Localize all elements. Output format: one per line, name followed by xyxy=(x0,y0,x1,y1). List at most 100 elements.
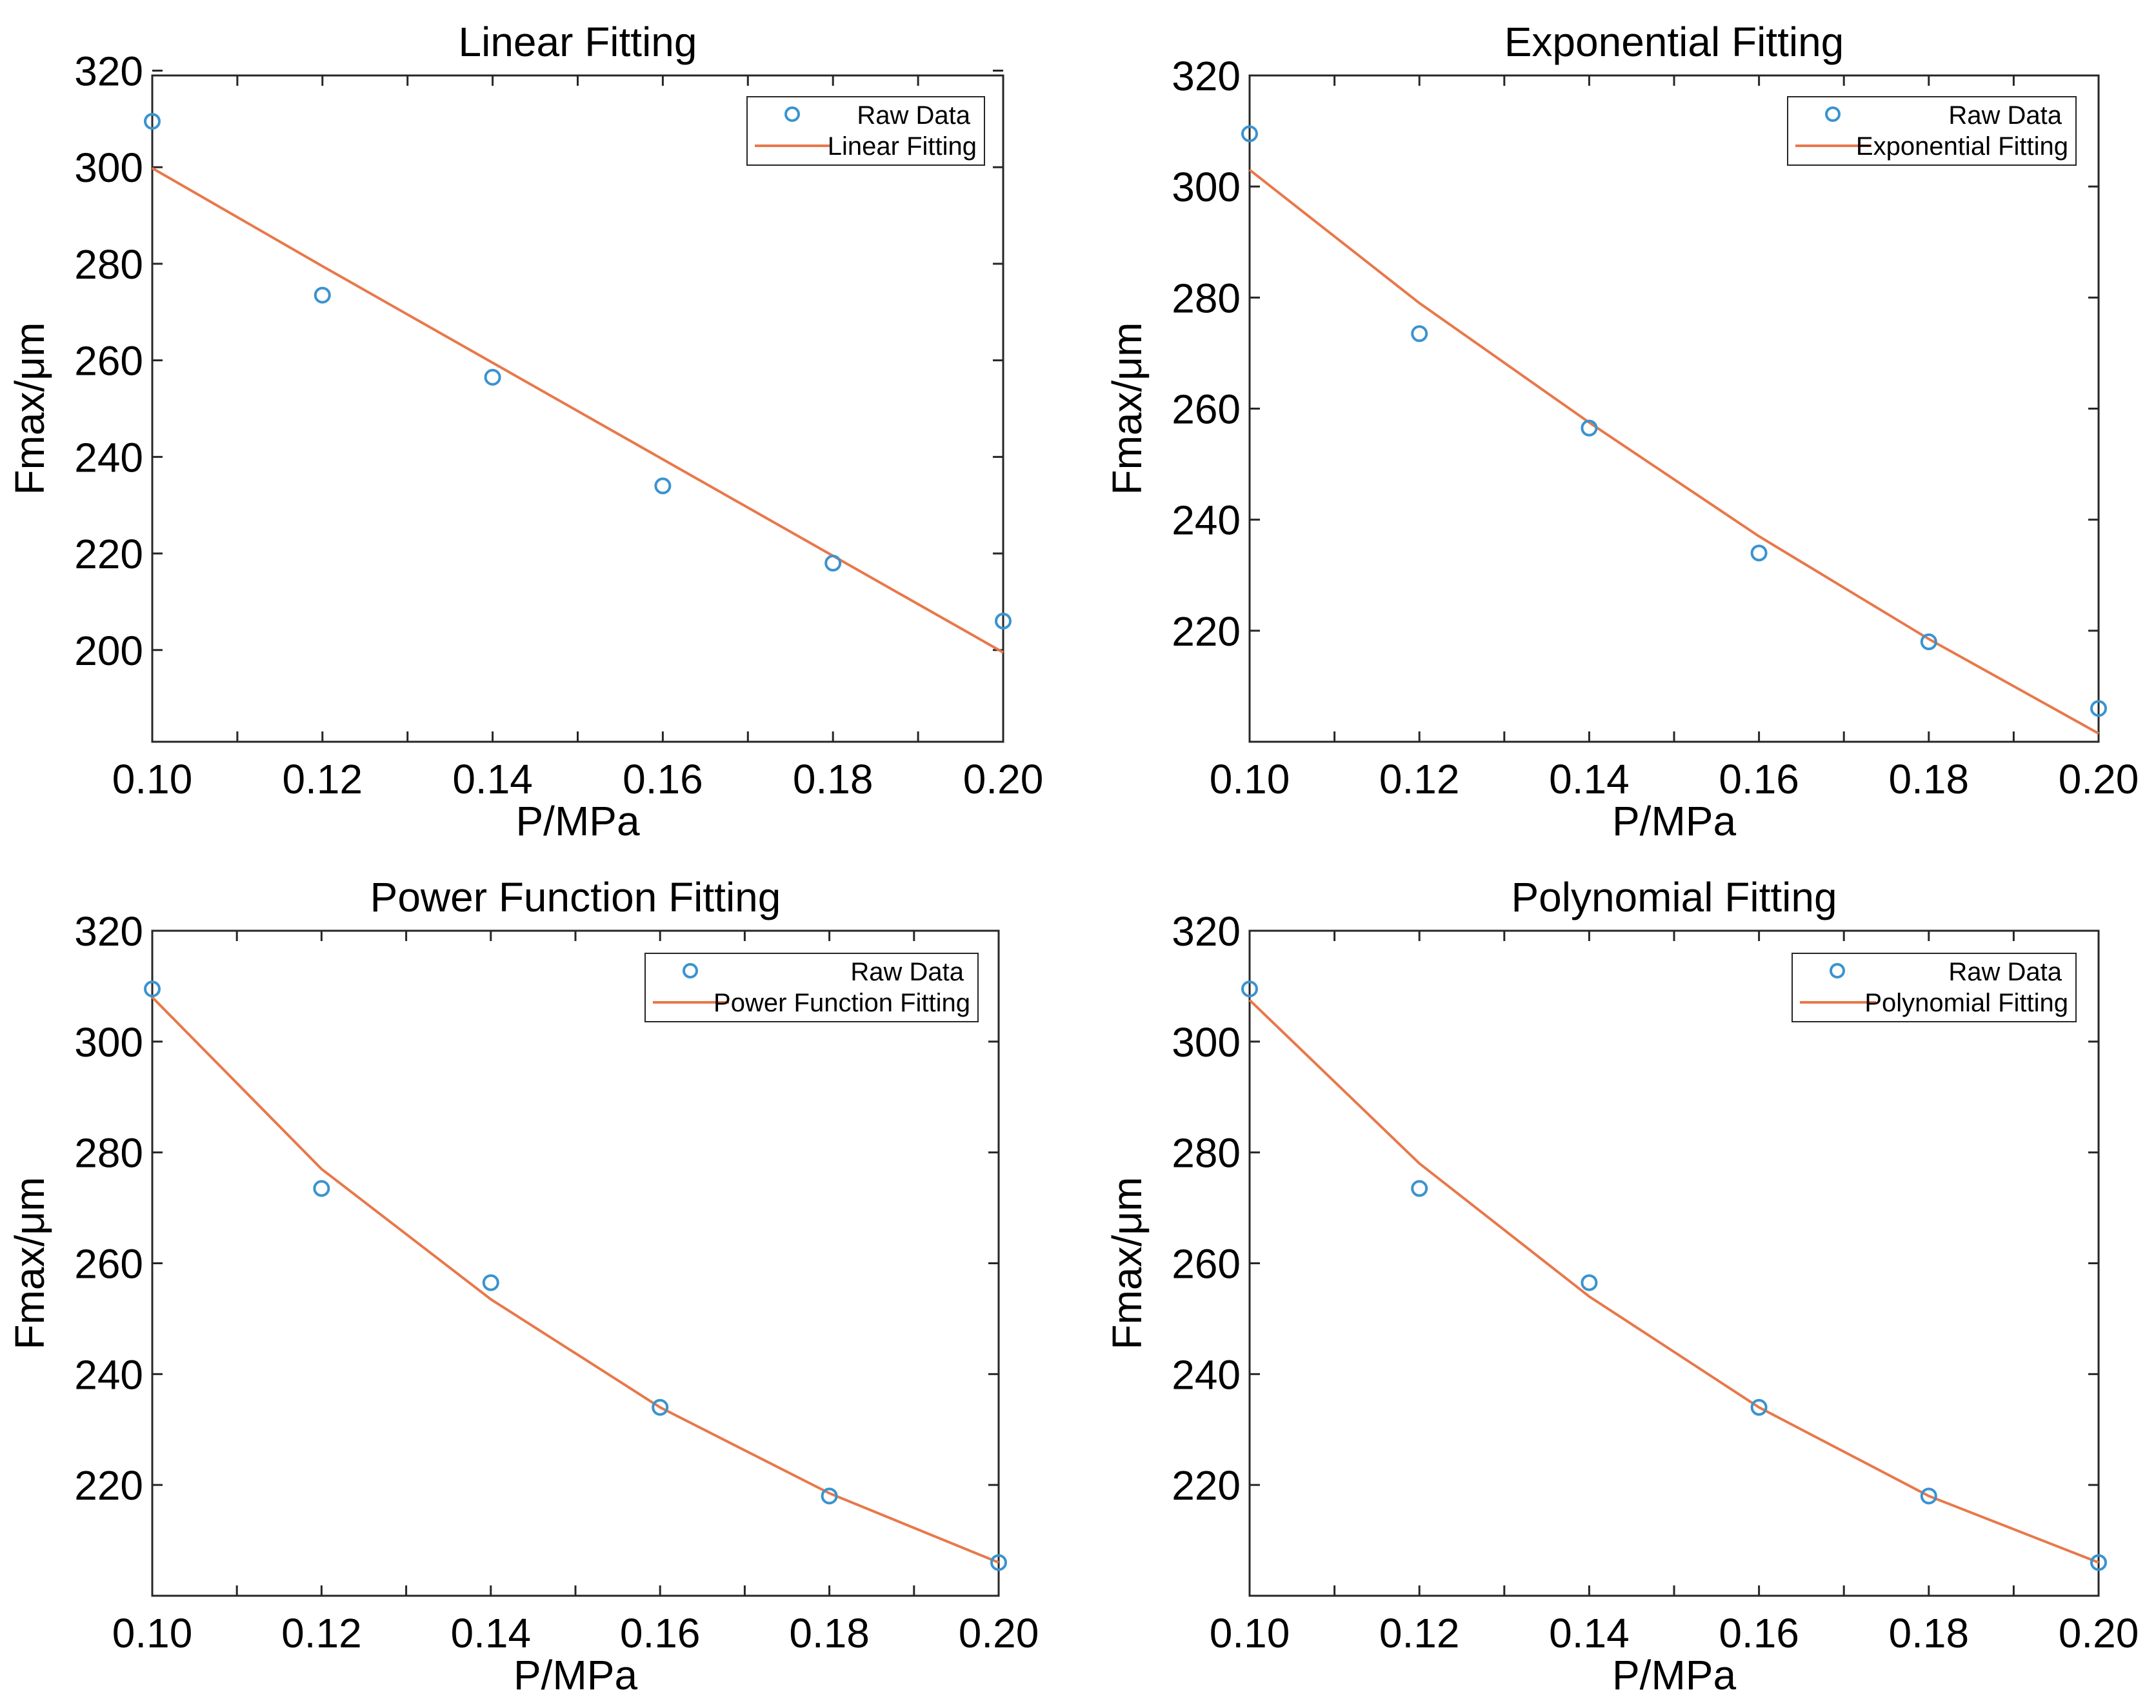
legend-label-raw: Raw Data xyxy=(850,958,964,986)
fit-line xyxy=(1248,168,2099,735)
legend-label-fit: Linear Fitting xyxy=(828,132,977,161)
x-axis-label: P/MPa xyxy=(514,1652,637,1698)
x-tick-label: 0.16 xyxy=(1719,756,1799,802)
chart-panel-2: 0.10 0.12 0.14 0.16 0.18 0.20 220 240 260 280 300 3… xyxy=(1104,19,2139,844)
x-axis-label: P/MPa xyxy=(1612,1652,1736,1698)
legend-label-raw: Raw Data xyxy=(1948,958,2062,986)
chart-panel-3: 0.10 0.12 0.14 0.16 0.18 0.20 220 240 260 280 300 3… xyxy=(6,874,1039,1698)
x-tick-label: 0.18 xyxy=(789,1610,870,1656)
x-tick-label: 0.16 xyxy=(1719,1610,1799,1656)
x-axis-label: P/MPa xyxy=(1612,798,1736,844)
raw-data-point xyxy=(314,286,331,304)
raw-data-point xyxy=(2090,700,2107,717)
raw-data-point xyxy=(1920,1487,1937,1505)
chart-panel-4: 0.10 0.12 0.14 0.16 0.18 0.20 220 240 260 280 300 3… xyxy=(1104,874,2139,1698)
legend-label-fit: Power Function Fitting xyxy=(714,989,970,1017)
legend-marker-raw xyxy=(784,106,800,122)
x-tick-label: 0.10 xyxy=(1210,756,1290,802)
x-tick-label: 0.12 xyxy=(1379,756,1460,802)
fit-line xyxy=(1248,998,2099,1564)
raw-data-point xyxy=(1411,1180,1428,1197)
y-tick-label: 300 xyxy=(1172,1019,1241,1066)
raw-data-point xyxy=(313,1180,330,1197)
y-tick-label: 220 xyxy=(74,531,143,577)
x-tick-label: 0.20 xyxy=(959,1610,1039,1656)
y-tick-label: 260 xyxy=(74,338,143,384)
x-tick-label: 0.12 xyxy=(281,1610,362,1656)
raw-data-point xyxy=(1750,544,1768,562)
x-tick-label: 0.16 xyxy=(620,1610,701,1656)
x-tick-label: 0.10 xyxy=(1210,1610,1290,1656)
legend-marker-raw xyxy=(1830,963,1845,978)
legend: Raw Data Power Function Fitting xyxy=(644,953,979,1022)
x-tick-label: 0.16 xyxy=(623,756,703,802)
raw-data-point xyxy=(1241,980,1258,998)
raw-data-point xyxy=(1581,1274,1598,1291)
y-tick-label: 260 xyxy=(1172,1241,1241,1287)
x-tick-label: 0.18 xyxy=(1889,756,1970,802)
raw-data-point xyxy=(1581,419,1598,437)
y-tick-label: 200 xyxy=(74,628,143,674)
x-tick-label: 0.12 xyxy=(283,756,363,802)
plot-frame xyxy=(151,74,1004,743)
raw-data-point xyxy=(821,1487,838,1505)
x-tick-label: 0.10 xyxy=(112,756,193,802)
legend: Raw Data Polynomial Fitting xyxy=(1792,953,2077,1022)
y-tick-label: 240 xyxy=(74,434,143,481)
chart-title: Linear Fitting xyxy=(459,19,697,65)
fit-line xyxy=(152,166,1004,654)
x-tick-label: 0.18 xyxy=(793,756,873,802)
legend-box xyxy=(746,96,985,166)
raw-data-point xyxy=(654,477,672,495)
raw-data-point xyxy=(482,1274,499,1291)
y-tick-label: 320 xyxy=(1172,53,1241,99)
y-tick-label: 240 xyxy=(74,1351,143,1398)
plot-frame xyxy=(1248,74,2100,743)
x-tick-label: 0.14 xyxy=(451,1610,532,1656)
raw-data-point xyxy=(2090,1554,2107,1571)
chart-title: Exponential Fitting xyxy=(1504,19,1844,65)
legend-label-raw: Raw Data xyxy=(857,101,970,130)
y-tick-label: 240 xyxy=(1172,497,1241,544)
raw-data-point xyxy=(1241,125,1258,143)
raw-data-point xyxy=(1411,325,1428,343)
y-tick-label: 280 xyxy=(74,241,143,288)
y-axis-label: Fmax/μm xyxy=(1104,1177,1150,1350)
chart-title: Power Function Fitting xyxy=(370,874,781,920)
y-axis-label: Fmax/μm xyxy=(6,323,53,495)
plot-frame xyxy=(151,929,1000,1597)
legend-marker-raw xyxy=(1825,106,1841,122)
y-tick-label: 320 xyxy=(1172,908,1241,955)
y-tick-label: 300 xyxy=(74,144,143,191)
raw-data-point xyxy=(484,368,501,386)
y-tick-label: 320 xyxy=(74,908,143,955)
y-tick-label: 220 xyxy=(1172,608,1241,655)
legend-label-fit: Exponential Fitting xyxy=(1856,132,2068,161)
legend-label-fit: Polynomial Fitting xyxy=(1864,989,2068,1017)
y-tick-label: 220 xyxy=(1172,1462,1241,1509)
y-tick-label: 280 xyxy=(74,1130,143,1177)
chart-panel-1: 0.10 0.12 0.14 0.16 0.18 0.20 200 220 240 260 280 3… xyxy=(6,19,1043,844)
x-tick-label: 0.14 xyxy=(1549,1610,1630,1656)
x-tick-label: 0.14 xyxy=(1549,756,1630,802)
x-axis-label: P/MPa xyxy=(515,798,639,844)
chart-title: Polynomial Fitting xyxy=(1511,874,1837,920)
raw-data-point xyxy=(1750,1398,1768,1416)
legend-box xyxy=(644,953,979,1022)
y-tick-label: 280 xyxy=(1172,1130,1241,1177)
y-tick-label: 220 xyxy=(74,1462,143,1509)
raw-data-point xyxy=(144,113,161,130)
y-axis-label: Fmax/μm xyxy=(1104,323,1150,495)
raw-data-point xyxy=(652,1398,669,1416)
fit-line xyxy=(151,996,999,1564)
raw-data-point xyxy=(1920,633,1937,651)
y-tick-label: 260 xyxy=(1172,386,1241,433)
y-tick-label: 260 xyxy=(74,1241,143,1287)
raw-data-point xyxy=(144,980,161,998)
x-tick-label: 0.20 xyxy=(963,756,1044,802)
y-tick-label: 320 xyxy=(74,48,143,95)
legend-marker-raw xyxy=(683,963,698,978)
raw-data-point xyxy=(990,1554,1007,1571)
